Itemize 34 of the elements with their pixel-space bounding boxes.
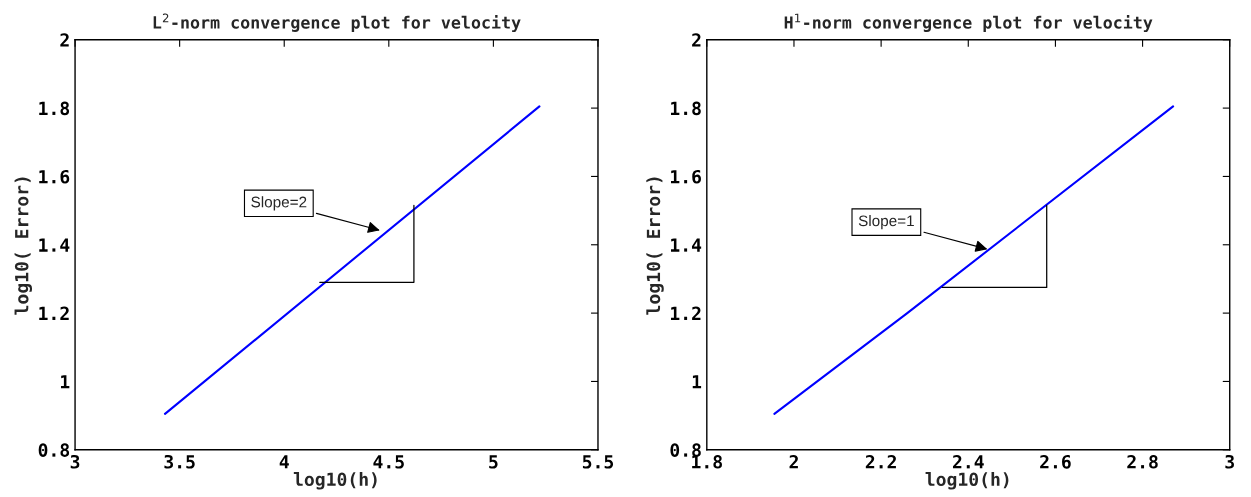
x-axis-title: log10(h) [925,472,1009,490]
y-tick-label: 1.2 [671,306,701,320]
x-tick-label: 3 [70,454,80,469]
x-tick-label: 5 [489,455,498,469]
x-axis-title: log10(h) [293,472,377,490]
chart-title: H$^{1}$-norm convergence plot for velocity [784,13,1153,32]
y-tick-label: 1.4 [671,238,702,252]
x-tick-label: 4 [279,455,289,469]
y-tick-label: 1.4 [39,238,70,252]
y-tick-label: 0.8 [38,443,70,457]
y-tick-label: 1 [60,375,70,389]
x-tick-label: 2.6 [1040,454,1071,469]
x-tick-label: 2.8 [1127,454,1158,469]
y-tick-label: 1.6 [39,169,70,184]
y-tick-label: 1.8 [39,101,70,116]
x-tick-label: 2.4 [952,454,984,469]
y-tick-label: 0.8 [670,443,701,457]
y-axis-title: log10( Error) [14,177,33,315]
y-tick-label: 1.6 [671,169,701,184]
y-tick-label: 1.8 [671,101,701,116]
annotation: Slope=2 [251,196,307,211]
y-tick-label: 2 [60,33,69,47]
x-tick-label: 3.5 [164,454,195,469]
x-tick-label: 2.2 [865,454,896,469]
y-axis-title: log10( Error) [646,177,664,315]
x-tick-label: 5.5 [582,455,614,469]
y-tick-label: 1.2 [39,306,69,320]
y-tick-label: 1 [692,375,702,389]
chart-title: L$^{2}$-norm convergence plot for velocity [153,13,521,32]
x-tick-label: 3 [1225,454,1234,469]
annotation: Slope=1 [858,215,914,230]
y-tick-label: 2 [692,33,701,47]
x-tick-label: 2 [789,454,798,469]
x-tick-label: 4.5 [373,455,404,469]
